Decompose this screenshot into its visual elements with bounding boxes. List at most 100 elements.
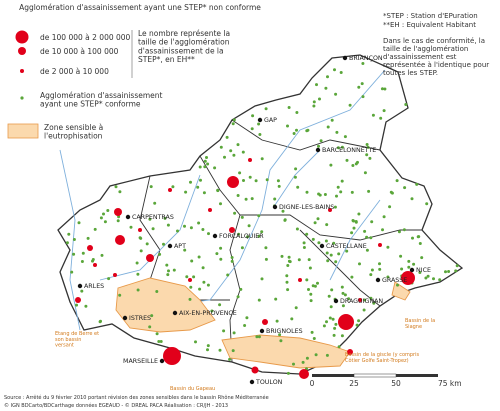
conform-plant	[236, 194, 240, 197]
conform-plant	[184, 190, 188, 194]
conform-plant	[236, 143, 240, 147]
nonconform-plant	[168, 188, 172, 192]
conform-plant	[347, 297, 351, 301]
sensitive-zone	[115, 277, 216, 333]
conform-plant	[309, 299, 313, 303]
conform-plant	[330, 288, 334, 292]
text-line: représentée à l'identique pour	[383, 61, 489, 69]
conform-plant	[240, 215, 244, 219]
nonconform-plant	[163, 347, 181, 365]
conform-plant	[325, 223, 329, 227]
conform-plant	[361, 62, 365, 65]
sensitive-zone	[221, 334, 351, 369]
conform-plant	[276, 179, 280, 183]
conform-plant	[327, 294, 331, 298]
conform-plant	[308, 266, 312, 270]
conform-plant	[325, 320, 328, 324]
conform-plant	[341, 291, 345, 295]
conform-plant	[286, 124, 289, 128]
conform-plant	[219, 257, 223, 261]
conform-plant	[281, 209, 285, 213]
conform-plant	[348, 103, 352, 107]
conform-plant	[323, 193, 327, 196]
text-line: Bassin du Gapeau	[170, 386, 215, 392]
conform-plant	[210, 309, 214, 313]
conform-plant	[313, 221, 317, 225]
text-line: Bassin de la giscle (y compris	[345, 352, 420, 358]
conform-plant	[335, 130, 339, 134]
legend-symbol	[18, 47, 26, 55]
conform-plant	[386, 245, 390, 249]
conform-plant	[339, 190, 343, 194]
conform-plant	[343, 135, 347, 139]
conform-plant	[196, 185, 200, 189]
conform-plant	[151, 227, 155, 231]
conform-plant	[337, 252, 341, 256]
city-point	[259, 328, 265, 334]
conform-plant	[153, 201, 157, 205]
conform-plant	[219, 246, 223, 250]
city-label: DRAGUIGNAN	[340, 298, 383, 305]
conform-plant	[280, 254, 284, 258]
city-label: ISTRES	[129, 315, 151, 322]
conform-plant	[305, 190, 309, 194]
text-line: l'eutrophisation	[44, 132, 103, 141]
note: **EH : Equivalent Habitant	[383, 21, 476, 29]
conform-plant	[381, 228, 384, 232]
city-label: APT	[174, 243, 186, 250]
conform-plant	[241, 150, 245, 154]
conform-plant	[410, 197, 414, 201]
conform-plant	[100, 253, 104, 257]
conform-plant	[365, 235, 369, 239]
conform-plant	[77, 221, 81, 225]
conform-plant	[324, 86, 328, 90]
conform-plant	[215, 252, 219, 256]
river	[59, 149, 81, 331]
conform-plant	[257, 234, 261, 238]
conform-plant	[257, 298, 261, 302]
conform-plant	[290, 317, 294, 321]
city-label: GRASSE	[382, 277, 407, 284]
note: *STEP : Station d'EPuration	[383, 12, 478, 20]
conform-plant	[341, 304, 345, 308]
city-point	[212, 233, 218, 239]
conform-plant	[388, 205, 392, 209]
conform-plant	[371, 113, 375, 117]
legend-symbol	[20, 96, 24, 100]
conform-plant	[294, 306, 298, 310]
conform-plant	[363, 298, 367, 302]
conform-plant	[118, 293, 122, 297]
conform-plant	[337, 345, 341, 349]
conform-plant	[158, 252, 162, 256]
conform-plant	[72, 252, 76, 256]
conform-plant	[242, 179, 245, 182]
conform-plant	[75, 303, 78, 307]
conform-plant	[106, 209, 110, 212]
conform-plant	[198, 165, 202, 169]
conform-plant	[345, 158, 349, 162]
conform-plant	[84, 304, 88, 308]
conform-plant	[192, 275, 196, 279]
conform-plant	[245, 316, 249, 320]
conform-plant	[292, 362, 295, 366]
nonconform-plant	[248, 158, 252, 162]
legend-label: de 10 000 à 100 000	[40, 47, 119, 56]
conform-plant	[264, 246, 268, 250]
conform-plant	[149, 185, 153, 189]
city-label: BARCELONNETTE	[322, 147, 376, 154]
city-label: TOULON	[255, 379, 283, 386]
conform-plant	[244, 197, 248, 201]
city-point	[249, 379, 255, 385]
conform-plant	[361, 95, 365, 99]
city-point	[375, 277, 381, 283]
conform-plant	[231, 122, 235, 126]
conform-plant	[176, 229, 179, 233]
conform-plant	[197, 255, 201, 259]
conform-plant	[287, 255, 291, 259]
conform-plant	[360, 82, 364, 86]
conform-plant	[317, 144, 320, 148]
conform-plant	[118, 190, 122, 194]
text-line: versant	[55, 343, 74, 349]
conform-plant	[329, 163, 333, 167]
conform-plant	[188, 297, 192, 301]
